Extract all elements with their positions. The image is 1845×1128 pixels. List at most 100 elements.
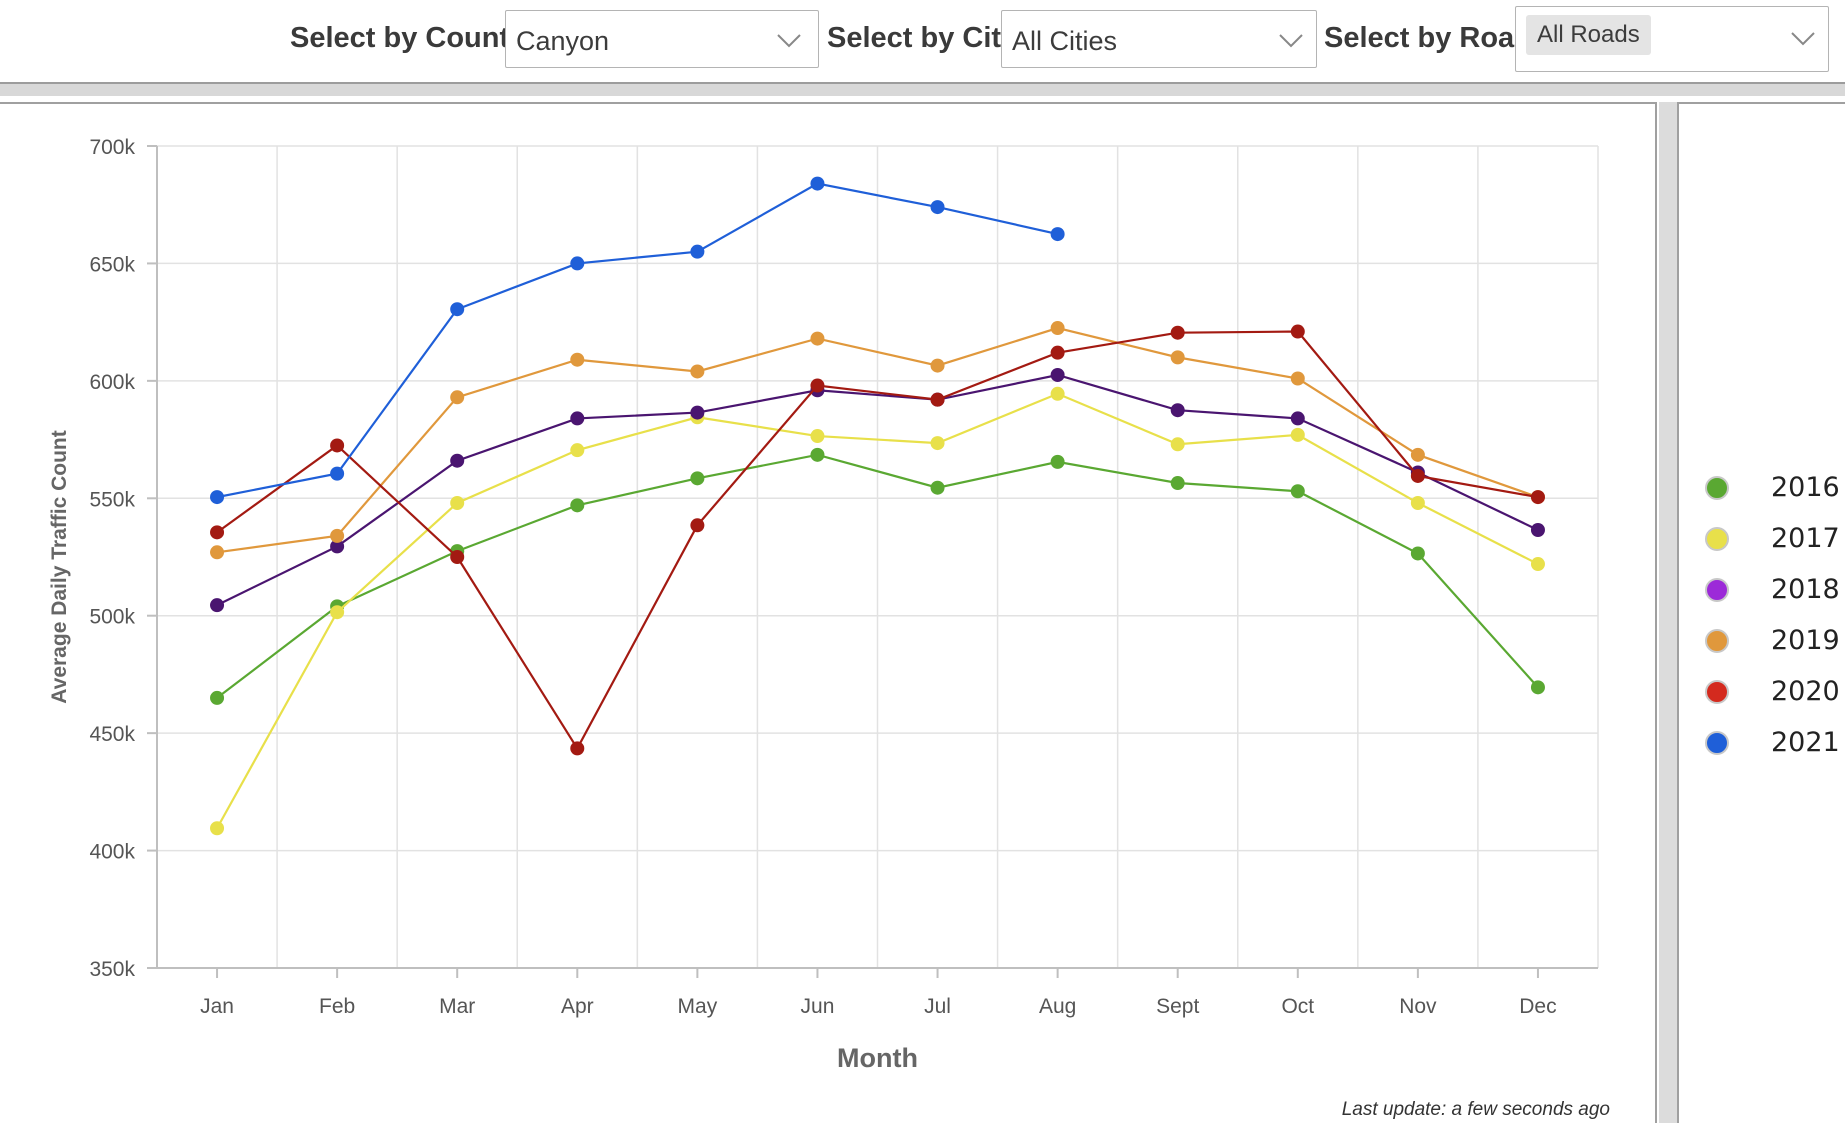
legend-label: 2020 xyxy=(1771,676,1840,707)
data-point-2021 xyxy=(330,466,345,481)
data-point-2016 xyxy=(210,690,225,705)
series-2021 xyxy=(210,176,1065,505)
county-select[interactable]: Canyon xyxy=(505,10,819,68)
legend-item-2017[interactable]: 2017 xyxy=(1693,521,1843,561)
data-point-2020 xyxy=(1290,324,1305,339)
x-tick-label: Mar xyxy=(439,995,475,1018)
data-point-2020 xyxy=(1050,345,1065,360)
data-point-2020 xyxy=(210,525,225,540)
legend-marker-icon xyxy=(1705,731,1729,755)
data-point-2016 xyxy=(1170,476,1185,491)
data-point-2021 xyxy=(690,244,705,259)
data-point-2019 xyxy=(1410,447,1425,462)
y-tick-label: 450k xyxy=(89,723,135,746)
x-tick-label: Jun xyxy=(801,995,835,1018)
x-tick-label: May xyxy=(678,995,718,1018)
data-point-2019 xyxy=(810,331,825,346)
legend-label: 2018 xyxy=(1771,574,1840,605)
y-tick-label: 700k xyxy=(89,136,135,159)
data-point-2016 xyxy=(1410,546,1425,561)
road-select[interactable]: All Roads xyxy=(1515,6,1829,72)
y-tick-label: 550k xyxy=(89,488,135,511)
line-chart: 350k 400k 450k 500k 550k 600k 650k 700k Jan Feb Ma… xyxy=(48,136,1599,1073)
data-point-2020 xyxy=(690,518,705,533)
legend-label: 2019 xyxy=(1771,625,1840,656)
data-point-2016 xyxy=(1050,454,1065,469)
legend-marker-icon xyxy=(1705,578,1729,602)
data-point-2017 xyxy=(450,495,465,510)
filter-bar: Select by County Canyon Select by City A… xyxy=(0,0,1845,84)
chevron-down-icon xyxy=(1791,32,1815,46)
data-point-2020 xyxy=(1170,325,1185,340)
data-point-2019 xyxy=(690,364,705,379)
legend-marker-icon xyxy=(1705,680,1729,704)
data-point-2020 xyxy=(570,741,585,756)
y-tick-label: 600k xyxy=(89,371,135,394)
data-point-2021 xyxy=(210,490,225,505)
data-point-2017 xyxy=(1170,437,1185,452)
series-line-2021 xyxy=(216,182,1058,499)
panel-separator xyxy=(0,84,1845,96)
data-point-2021 xyxy=(1050,227,1065,242)
data-point-2017 xyxy=(1410,495,1425,510)
data-point-2018 xyxy=(690,405,705,420)
data-point-2019 xyxy=(930,358,945,373)
legend-panel: 2016 2017 2018 2019 2020 2021 xyxy=(1677,102,1845,1123)
series-line-2020 xyxy=(216,330,1539,751)
data-point-2019 xyxy=(1170,350,1185,365)
legend-item-2020[interactable]: 2020 xyxy=(1693,674,1843,714)
data-point-2017 xyxy=(1290,427,1305,442)
series-line-2019 xyxy=(216,326,1539,554)
x-tick-label: Oct xyxy=(1281,995,1314,1018)
data-point-2020 xyxy=(810,378,825,393)
data-point-2020 xyxy=(450,550,465,564)
city-filter-label: Select by City xyxy=(827,22,1018,54)
chevron-down-icon xyxy=(777,34,801,48)
legend-marker-icon xyxy=(1705,629,1729,653)
data-point-2018 xyxy=(1290,411,1305,426)
county-filter-label: Select by County xyxy=(290,22,526,54)
data-point-2018 xyxy=(1050,367,1065,382)
legend-label: 2017 xyxy=(1771,523,1840,554)
city-select-value: All Cities xyxy=(1012,26,1118,56)
y-tick-label: 350k xyxy=(89,958,135,981)
data-point-2021 xyxy=(930,200,945,215)
legend-label: 2021 xyxy=(1771,727,1840,758)
road-filter-label: Select by Road xyxy=(1324,22,1532,54)
data-point-2019 xyxy=(450,390,465,405)
data-point-2018 xyxy=(330,539,345,554)
data-point-2019 xyxy=(1050,321,1065,336)
legend-item-2019[interactable]: 2019 xyxy=(1693,623,1843,663)
road-select-chip[interactable]: All Roads xyxy=(1526,15,1651,55)
series-line-2016 xyxy=(216,453,1539,699)
legend-marker-icon xyxy=(1705,527,1729,551)
x-tick-label: Sept xyxy=(1156,995,1199,1018)
x-tick-label: Feb xyxy=(319,995,355,1018)
data-point-2016 xyxy=(1290,484,1305,499)
data-point-2021 xyxy=(450,302,465,317)
data-point-2020 xyxy=(1530,490,1545,505)
data-point-2018 xyxy=(570,411,585,426)
x-tick-label: Nov xyxy=(1399,995,1437,1018)
data-point-2017 xyxy=(810,429,825,444)
data-point-2017 xyxy=(570,443,585,458)
legend-item-2016[interactable]: 2016 xyxy=(1693,470,1843,510)
series-line-2018 xyxy=(216,373,1539,607)
data-point-2021 xyxy=(810,176,825,191)
legend-marker-icon xyxy=(1705,476,1729,500)
data-point-2021 xyxy=(570,256,585,271)
legend-item-2021[interactable]: 2021 xyxy=(1693,725,1843,765)
data-point-2019 xyxy=(1290,371,1305,386)
data-point-2018 xyxy=(450,453,465,468)
y-tick-label: 650k xyxy=(89,253,135,276)
x-tick-label: Jul xyxy=(924,995,951,1018)
data-point-2018 xyxy=(210,598,225,613)
data-point-2020 xyxy=(1410,468,1425,483)
data-point-2017 xyxy=(1530,557,1545,572)
data-point-2016 xyxy=(810,447,825,462)
legend-label: 2016 xyxy=(1771,472,1840,503)
city-select[interactable]: All Cities xyxy=(1001,10,1317,68)
chevron-down-icon xyxy=(1279,34,1303,48)
legend-item-2018[interactable]: 2018 xyxy=(1693,572,1843,612)
data-point-2020 xyxy=(930,392,945,407)
